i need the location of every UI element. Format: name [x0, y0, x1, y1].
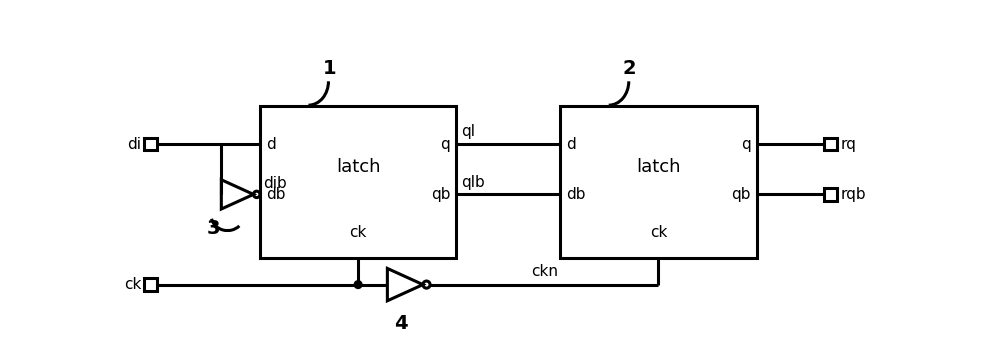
Text: ck: ck [349, 225, 367, 240]
Text: ck: ck [650, 225, 667, 240]
Text: 2: 2 [623, 60, 636, 78]
Text: d: d [266, 137, 276, 152]
Text: qb: qb [731, 187, 750, 202]
Text: rq: rq [841, 137, 856, 152]
Text: d: d [566, 137, 576, 152]
Text: q: q [440, 137, 450, 152]
Text: latch: latch [636, 158, 681, 176]
Text: qb: qb [431, 187, 450, 202]
Bar [824, 188, 837, 201]
Text: qlb: qlb [461, 175, 485, 190]
Bar [560, 106, 757, 258]
Text: 4: 4 [394, 314, 408, 333]
Text: 1: 1 [322, 60, 336, 78]
Text: di: di [127, 137, 141, 152]
Text: q: q [741, 137, 750, 152]
Bar [260, 106, 456, 258]
Text: ckn: ckn [531, 264, 558, 279]
Text: db: db [266, 187, 286, 202]
Text: ck: ck [124, 277, 141, 292]
Bar [144, 278, 157, 291]
Text: 3: 3 [207, 219, 220, 238]
Text: dib: dib [263, 176, 287, 191]
Text: rqb: rqb [841, 187, 866, 202]
Circle shape [354, 281, 362, 289]
Text: db: db [566, 187, 586, 202]
Bar [144, 138, 157, 150]
Bar [824, 138, 837, 150]
Text: ql: ql [461, 125, 475, 139]
Text: latch: latch [336, 158, 380, 176]
